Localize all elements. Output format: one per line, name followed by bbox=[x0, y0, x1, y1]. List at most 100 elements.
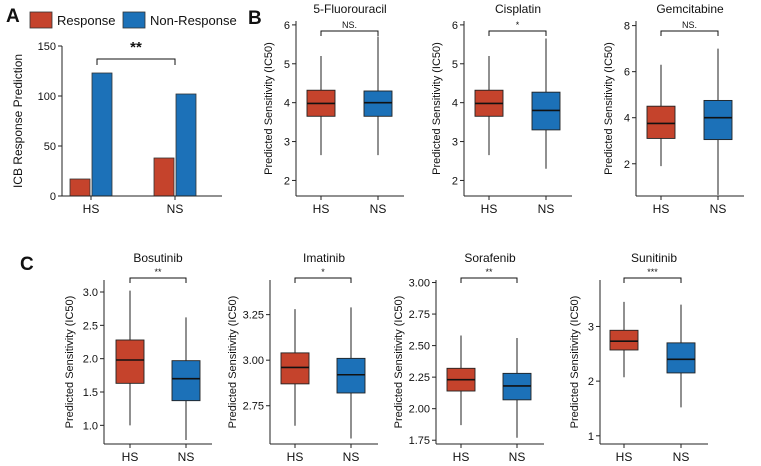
chart-bosutinib: Bosutinib Predicted Sensitivity (IC50) 1.0… bbox=[64, 251, 212, 464]
x-tick-label-hs: HS bbox=[453, 450, 470, 464]
significance-bracket bbox=[96, 58, 176, 65]
chart-title: Sunitinib bbox=[631, 251, 677, 265]
chart-title: 5-Fluorouracil bbox=[313, 2, 386, 16]
legend-swatch-response bbox=[29, 11, 53, 29]
y-tick-label: 4 bbox=[624, 113, 630, 125]
chart-5-fluorouracil: 5-Fluorouracil Predicted Sensitivity (IC5… bbox=[263, 2, 404, 216]
x-tick-label-ns: NS bbox=[673, 450, 690, 464]
chart-title: Sorafenib bbox=[464, 251, 516, 265]
bar-hs-non-response bbox=[91, 72, 113, 197]
y-tick-label: 4 bbox=[284, 98, 290, 110]
x-tick-label-ns: NS bbox=[370, 202, 387, 216]
bar-ns-non-response bbox=[175, 93, 197, 197]
y-axis-label: Predicted Sensitivity (IC50) bbox=[431, 42, 443, 175]
y-axis-label: Predicted Sensitivity (IC50) bbox=[569, 296, 581, 429]
significance-bracket bbox=[129, 277, 187, 283]
x-tick-label-hs: HS bbox=[83, 202, 100, 216]
y-tick-label: 8 bbox=[624, 21, 630, 33]
significance-label: * bbox=[321, 267, 325, 277]
significance-label: ** bbox=[485, 267, 493, 277]
y-axis-label: Predicted Sensitivity (IC50) bbox=[263, 42, 275, 175]
x-tick-label-hs: HS bbox=[122, 450, 139, 464]
y-tick-label: 2 bbox=[284, 175, 290, 187]
box-hs bbox=[646, 105, 676, 139]
x-tick-label-ns: NS bbox=[710, 202, 727, 216]
y-axis-label: Predicted Sensitivity (IC50) bbox=[227, 296, 239, 429]
significance-label: NS. bbox=[342, 20, 357, 30]
significance-bracket bbox=[294, 277, 352, 283]
y-tick-label: 2.5 bbox=[83, 320, 98, 332]
y-tick-label: 5 bbox=[452, 59, 458, 71]
box-hs bbox=[280, 352, 310, 385]
y-tick-label: 1.75 bbox=[409, 435, 430, 447]
chart-sunitinib: Sunitinib Predicted Sensitivity (IC50) 1 2 3… bbox=[569, 251, 708, 464]
chart-icb-response: 0 50 100 150 HS NS ICB Response Prediction ** bbox=[11, 39, 222, 216]
y-axis-label: ICB Response Prediction bbox=[11, 54, 25, 188]
y-axis-label: Predicted Sensitivity (IC50) bbox=[603, 42, 615, 175]
significance-bracket bbox=[320, 30, 379, 36]
box-hs bbox=[609, 329, 639, 351]
y-tick-label: 1 bbox=[588, 431, 594, 443]
bar-hs-response bbox=[69, 178, 91, 197]
y-tick-label: 4 bbox=[452, 98, 458, 110]
chart-title: Cisplatin bbox=[495, 2, 541, 16]
y-tick-label: 2 bbox=[624, 159, 630, 171]
x-tick-label-hs: HS bbox=[481, 202, 498, 216]
x-tick-label-ns: NS bbox=[509, 450, 526, 464]
significance-label: NS. bbox=[682, 20, 697, 30]
legend-label-response: Response bbox=[57, 13, 116, 28]
chart-sorafenib: Sorafenib Predicted Sensitivity (IC50) 1.7… bbox=[393, 251, 544, 464]
y-tick-label: 2.0 bbox=[83, 354, 98, 366]
y-tick-label: 3.00 bbox=[409, 278, 430, 290]
y-tick-label: 3.25 bbox=[243, 310, 264, 322]
box-ns bbox=[171, 360, 201, 402]
y-tick-label: 2.50 bbox=[409, 341, 430, 353]
x-tick-label-ns: NS bbox=[178, 450, 195, 464]
significance-label: *** bbox=[647, 267, 658, 277]
significance-bracket bbox=[460, 277, 518, 283]
y-axis-label: Predicted Sensitivity (IC50) bbox=[64, 296, 76, 429]
x-tick-label-hs: HS bbox=[287, 450, 304, 464]
y-tick-label: 3 bbox=[284, 137, 290, 149]
y-tick-label: 2 bbox=[588, 376, 594, 388]
box-ns bbox=[666, 342, 696, 374]
panel-label-b: B bbox=[248, 8, 262, 29]
significance-label: * bbox=[516, 20, 520, 30]
y-tick-label: 5 bbox=[284, 59, 290, 71]
legend: Response Non-Response bbox=[29, 11, 237, 29]
legend-label-non-response: Non-Response bbox=[150, 13, 237, 28]
x-tick-label-ns: NS bbox=[343, 450, 360, 464]
bar-ns-response bbox=[153, 157, 175, 197]
chart-imatinib: Imatinib Predicted Sensitivity (IC50) 2.75… bbox=[227, 251, 378, 464]
chart-gemcitabine: Gemcitabine Predicted Sensitivity (IC50) 2… bbox=[603, 2, 744, 216]
box-ns bbox=[336, 357, 366, 394]
box-ns bbox=[703, 99, 733, 141]
y-tick-label: 0 bbox=[50, 191, 56, 203]
significance-bracket bbox=[488, 30, 547, 36]
y-tick-label: 6 bbox=[624, 67, 630, 79]
significance-bracket bbox=[623, 277, 682, 283]
chart-title: Bosutinib bbox=[133, 251, 183, 265]
y-tick-label: 1.5 bbox=[83, 387, 98, 399]
x-tick-label-hs: HS bbox=[653, 202, 670, 216]
x-tick-label-hs: HS bbox=[313, 202, 330, 216]
y-tick-label: 100 bbox=[38, 91, 56, 103]
y-tick-label: 2.25 bbox=[409, 372, 430, 384]
significance-label: ** bbox=[130, 39, 142, 56]
box-ns bbox=[363, 90, 393, 117]
panel-label-a: A bbox=[6, 6, 20, 27]
y-tick-label: 2.75 bbox=[243, 401, 264, 413]
x-tick-label-hs: HS bbox=[616, 450, 633, 464]
chart-title: Gemcitabine bbox=[656, 2, 724, 16]
y-tick-label: 2 bbox=[452, 175, 458, 187]
y-tick-label: 6 bbox=[452, 20, 458, 32]
y-tick-label: 3 bbox=[588, 321, 594, 333]
chart-title: Imatinib bbox=[303, 251, 345, 265]
y-tick-label: 3 bbox=[452, 137, 458, 149]
y-tick-label: 3.00 bbox=[243, 355, 264, 367]
chart-cisplatin: Cisplatin Predicted Sensitivity (IC50) 2 3 4… bbox=[431, 2, 572, 216]
legend-swatch-non-response bbox=[122, 11, 146, 29]
y-tick-label: 2.75 bbox=[409, 309, 430, 321]
box-hs bbox=[115, 339, 145, 384]
